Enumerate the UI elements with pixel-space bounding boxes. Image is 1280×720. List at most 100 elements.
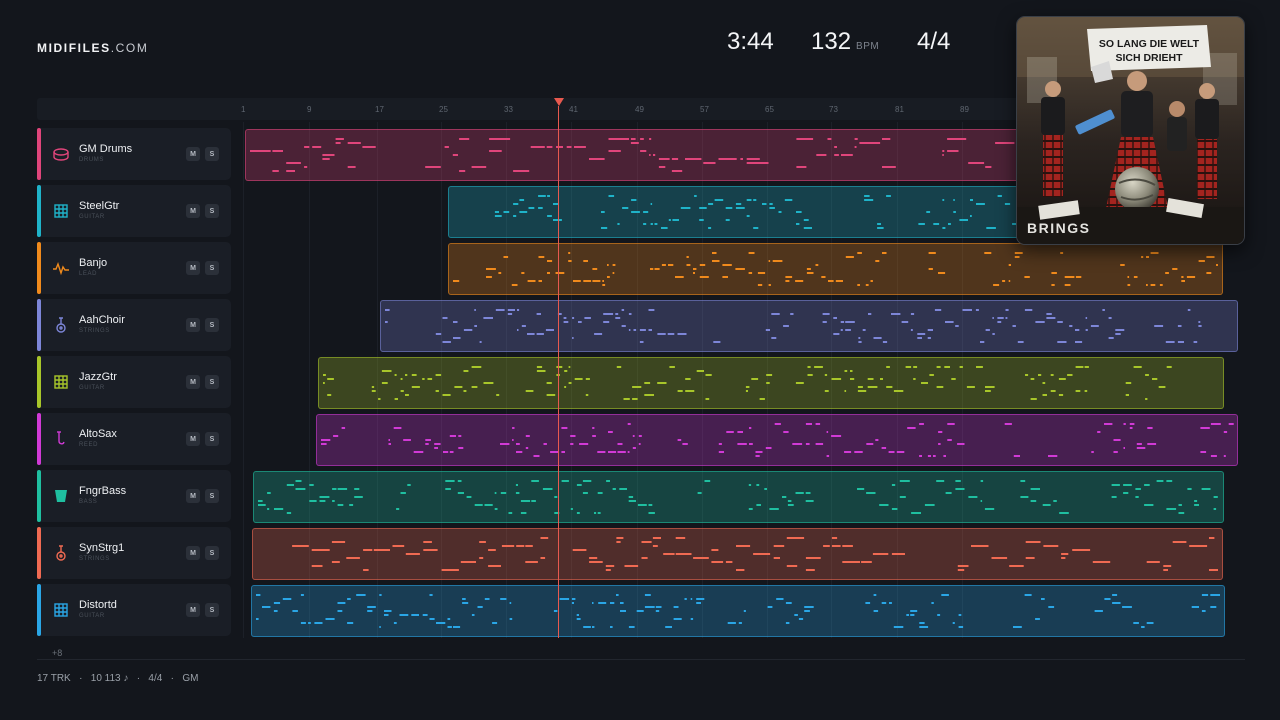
playhead[interactable] (558, 106, 559, 638)
midi-clip[interactable] (380, 300, 1238, 352)
track-role: GUITAR (79, 385, 105, 391)
bar-gridline (571, 122, 572, 638)
album-banner-line1: SO LANG DIE WELT (1099, 38, 1200, 50)
album-band-name: BRINGS (1027, 220, 1090, 236)
drum-icon (51, 144, 71, 164)
track-name: GM Drums (79, 143, 133, 155)
track-role: GUITAR (79, 613, 105, 619)
waveform-icon (51, 258, 71, 278)
bar-gridline (962, 122, 963, 638)
ruler-tick: 41 (569, 105, 578, 114)
playhead-marker[interactable] (554, 98, 564, 106)
track-role: BASS (79, 499, 98, 505)
album-cover: SO LANG DIE WELT SICH DRIEHT BRINGS (1016, 16, 1245, 245)
track-header[interactable]: Distortd GUITAR M S (37, 584, 231, 636)
ruler-tick: 89 (960, 105, 969, 114)
track-header[interactable]: AltoSax REED M S (37, 413, 231, 465)
guitar-icon (51, 543, 71, 563)
bar-gridline (702, 122, 703, 638)
bar-gridline (441, 122, 442, 638)
track-color-bar (37, 128, 41, 180)
track-role: REED (79, 442, 99, 448)
track-name: Banjo (79, 257, 108, 269)
bar-gridline (637, 122, 638, 638)
solo-button[interactable]: S (205, 603, 219, 617)
ruler-tick: 49 (635, 105, 644, 114)
track-header[interactable]: SteelGtr GUITAR M S (37, 185, 231, 237)
guitar-icon (51, 315, 71, 335)
more-tracks-label[interactable]: +8 (52, 648, 63, 658)
bar-gridline (309, 122, 310, 638)
solo-button[interactable]: S (205, 147, 219, 161)
track-color-bar (37, 242, 41, 294)
midi-clip[interactable] (253, 471, 1224, 523)
solo-button[interactable]: S (205, 546, 219, 560)
midi-clip[interactable] (316, 414, 1238, 466)
track-role: GUITAR (79, 214, 105, 220)
midi-clip[interactable] (318, 357, 1224, 409)
fretboard-icon (51, 372, 71, 392)
ruler-tick: 9 (307, 105, 312, 114)
midi-clip[interactable] (251, 585, 1225, 637)
mute-button[interactable]: M (186, 546, 200, 560)
meter-display: 4/4 (917, 28, 951, 55)
mute-button[interactable]: M (186, 204, 200, 218)
ruler-tick: 33 (504, 105, 513, 114)
mute-button[interactable]: M (186, 147, 200, 161)
track-name: FngrBass (79, 485, 127, 497)
mute-button[interactable]: M (186, 603, 200, 617)
ruler-tick: 17 (375, 105, 384, 114)
track-color-bar (37, 413, 41, 465)
track-name: AltoSax (79, 428, 117, 440)
track-header[interactable]: SynStrg1 STRINGS M S (37, 527, 231, 579)
ruler-tick: 65 (765, 105, 774, 114)
solo-button[interactable]: S (205, 375, 219, 389)
mute-button[interactable]: M (186, 489, 200, 503)
track-color-bar (37, 470, 41, 522)
fretboard-icon (51, 201, 71, 221)
track-header[interactable]: AahChoir STRINGS M S (37, 299, 231, 351)
mute-button[interactable]: M (186, 375, 200, 389)
ruler-tick: 57 (700, 105, 709, 114)
track-color-bar (37, 527, 41, 579)
ruler-tick: 73 (829, 105, 838, 114)
track-role: STRINGS (79, 556, 110, 562)
mute-button[interactable]: M (186, 318, 200, 332)
track-header[interactable]: FngrBass BASS M S (37, 470, 231, 522)
brand-logo: MIDIFILES.COM (37, 41, 149, 55)
midi-clip[interactable] (252, 528, 1223, 580)
solo-button[interactable]: S (205, 261, 219, 275)
solo-button[interactable]: S (205, 318, 219, 332)
mute-button[interactable]: M (186, 432, 200, 446)
solo-button[interactable]: S (205, 489, 219, 503)
track-name: SynStrg1 (79, 542, 125, 554)
fretboard-icon (51, 600, 71, 620)
bar-gridline (767, 122, 768, 638)
track-role: DRUMS (79, 157, 104, 163)
track-color-bar (37, 185, 41, 237)
tempo-display: 132 BPM (811, 28, 880, 55)
track-role: LEAD (79, 271, 98, 277)
track-name: Distortd (79, 599, 117, 611)
mute-button[interactable]: M (186, 261, 200, 275)
track-name: SteelGtr (79, 200, 120, 212)
track-role: STRINGS (79, 328, 110, 334)
solo-button[interactable]: S (205, 432, 219, 446)
ruler-tick: 25 (439, 105, 448, 114)
midi-clip[interactable] (448, 186, 1032, 238)
solo-button[interactable]: S (205, 204, 219, 218)
midi-clip[interactable] (245, 129, 1032, 181)
track-color-bar (37, 299, 41, 351)
midi-clip[interactable] (448, 243, 1223, 295)
bar-gridline (506, 122, 507, 638)
saxophone-icon (51, 429, 71, 449)
timeline-ruler[interactable] (37, 98, 1245, 120)
footer-divider (37, 659, 1245, 660)
time-display: 3:44 (727, 28, 774, 55)
track-color-bar (37, 584, 41, 636)
track-header[interactable]: GM Drums DRUMS M S (37, 128, 231, 180)
track-header[interactable]: Banjo LEAD M S (37, 242, 231, 294)
track-header[interactable]: JazzGtr GUITAR M S (37, 356, 231, 408)
bar-gridline (243, 122, 244, 638)
bar-gridline (377, 122, 378, 638)
